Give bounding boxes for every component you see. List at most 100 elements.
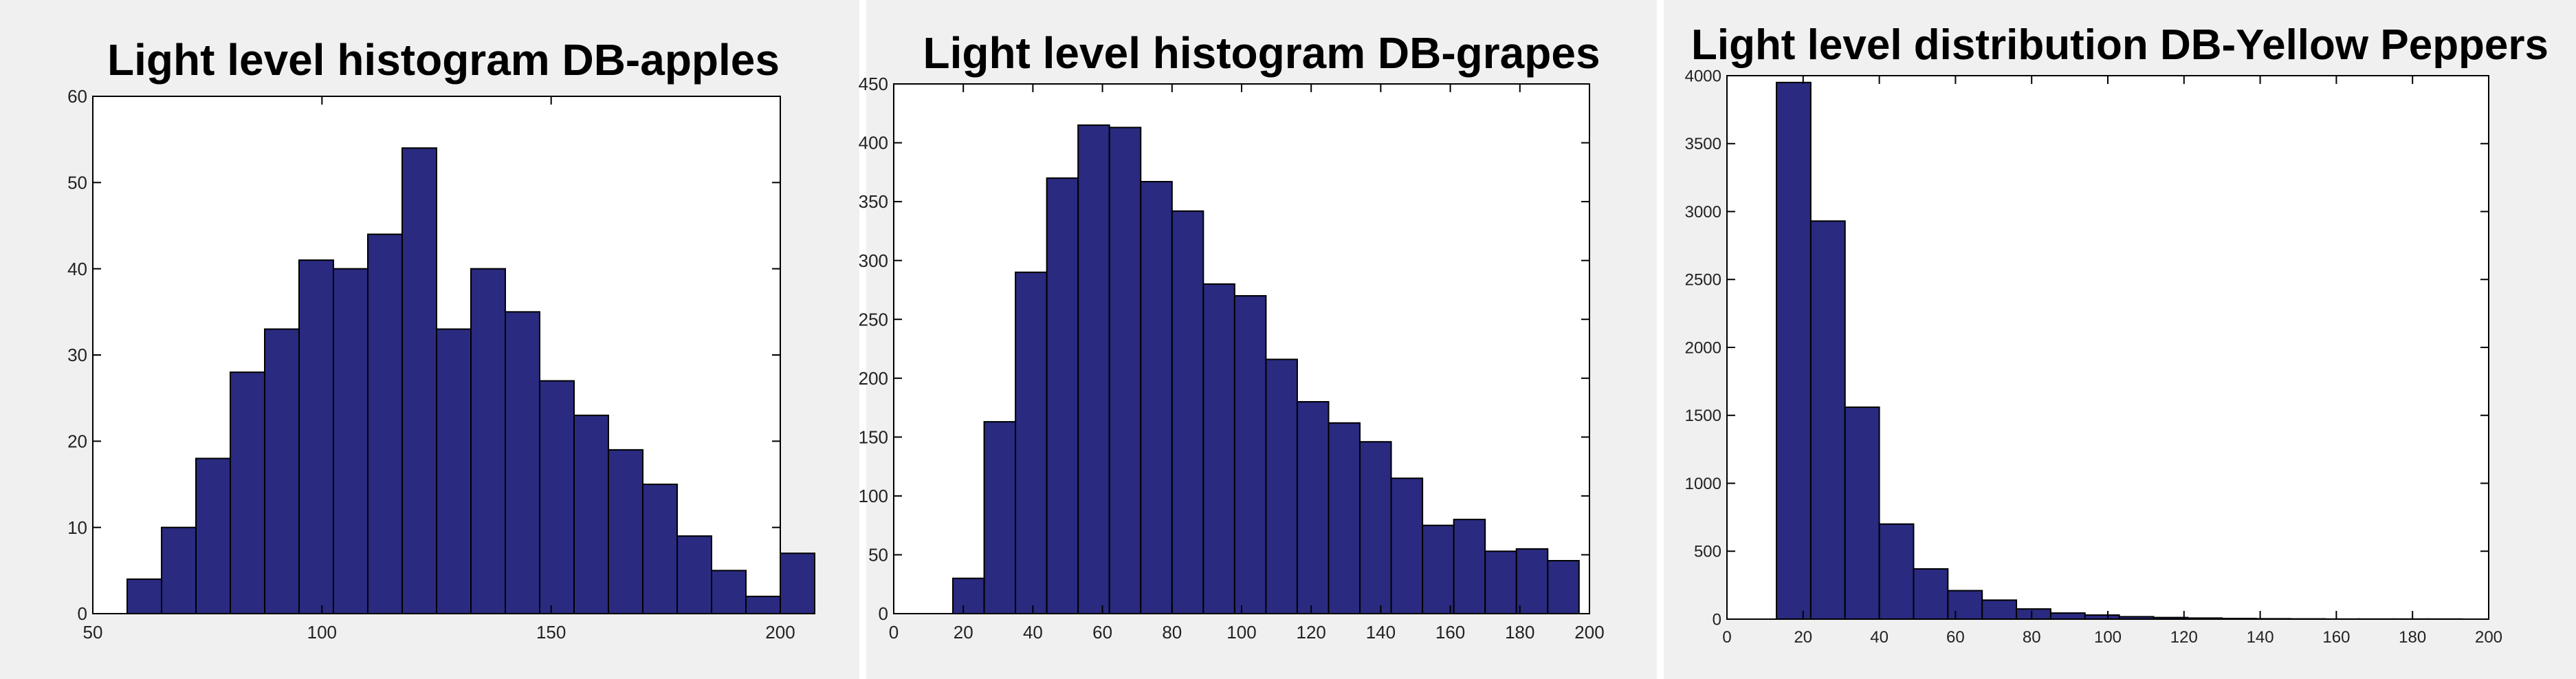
x-tick-label: 60 [1092,622,1112,643]
x-tick-label: 60 [1946,628,1965,647]
chart-panel-yellow-peppers: Light level distribution DB-Yellow Peppe… [1664,0,2576,679]
x-tick-label: 140 [1366,622,1396,643]
histogram-bar [1015,271,1048,614]
x-tick-label: 40 [1870,628,1889,647]
histogram-grapes: 0 20 40 60 80 100 120 140 160 180 200 0 50 100 150 200 2… [859,74,1605,643]
histogram-bar [505,311,540,614]
histogram-bar [1981,599,2018,620]
histogram-apples: 50 100 150 200 0 10 20 30 40 50 60 [67,86,815,643]
y-tick-label: 1500 [1685,407,1721,425]
x-tick-label: 150 [536,622,566,643]
histogram-bar [1046,177,1079,614]
histogram-bar [1328,422,1361,614]
histogram-bar [367,233,403,614]
y-tick-label: 40 [67,259,87,279]
histogram-bar [298,259,334,614]
x-tick-label: 200 [1574,622,1604,643]
y-tick-label: 250 [859,309,888,330]
y-tick-label: 20 [67,431,87,451]
histogram-bar [1233,295,1267,614]
histogram-bar [436,328,472,614]
x-tick-label: 40 [1023,622,1043,643]
histogram-bar [1390,477,1424,614]
histogram-bar [676,535,712,615]
histogram-bar [1359,441,1392,615]
histogram-bar [2016,608,2051,620]
x-tick-label: 80 [2023,628,2041,647]
histogram-bar [161,526,197,615]
x-tick-label: 100 [1226,622,1256,643]
histogram-bar [1484,550,1517,614]
y-tick-label: 300 [859,250,888,271]
panel-divider [1657,0,1664,679]
x-tick-label: 200 [2475,628,2502,647]
histogram-bar [1878,523,1915,620]
histogram-bar [1296,401,1330,614]
histogram-bar [1140,181,1173,614]
y-tick-label: 150 [859,427,888,447]
histogram-bar [608,449,643,614]
x-tick-label: 160 [1435,622,1465,643]
histogram-bar [952,577,985,615]
x-tick-label: 120 [1297,622,1326,643]
histogram-bar [642,484,678,614]
histogram-bar [230,371,265,614]
histogram-bar [573,414,609,614]
y-tick-label: 50 [67,172,87,193]
histogram-bar [195,457,231,615]
histogram-bar [1547,560,1580,614]
x-tick-label: 140 [2247,628,2274,647]
x-tick-label: 100 [307,622,337,643]
histogram-bar [1913,568,1949,620]
x-tick-label: 20 [954,622,973,643]
chart-panel-apples: Light level histogram DB-apples 50 100 150… [0,0,859,679]
histogram-bar [780,552,815,614]
y-tick-label: 400 [859,133,888,153]
y-tick-label: 100 [859,486,888,506]
panel-divider [859,0,866,679]
y-tick-label: 2000 [1685,338,1721,357]
histogram-bar [126,578,162,614]
y-tick-label: 0 [879,603,888,624]
chart-title-apples: Light level histogram DB-apples [107,35,780,85]
chart-title-yellow-peppers: Light level distribution DB-Yellow Peppe… [1691,21,2549,69]
histogram-bar [1202,283,1235,614]
histogram-bar [1077,124,1110,614]
x-tick-label: 100 [2094,628,2122,647]
x-tick-label: 0 [889,622,899,643]
y-tick-label: 450 [859,74,888,94]
histogram-bar [1844,406,1880,621]
y-tick-label: 30 [67,345,87,365]
x-tick-label: 160 [2322,628,2350,647]
histogram-bar [264,328,300,614]
histogram-bar [333,268,368,614]
histogram-bar [1265,358,1298,615]
x-tick-label: 50 [83,622,103,643]
x-tick-label: 180 [1505,622,1534,643]
histogram-bar [1809,220,1846,620]
y-tick-label: 50 [868,545,888,565]
x-tick-label: 80 [1162,622,1182,643]
x-tick-label: 180 [2399,628,2426,647]
histogram-bar [1515,548,1549,615]
y-tick-label: 0 [1713,610,1721,629]
histogram-bar [1453,519,1486,614]
x-tick-label: 200 [765,622,795,643]
histogram-bar [711,570,747,614]
y-tick-label: 350 [859,191,888,212]
histogram-bar [745,595,781,615]
chart-panel-grapes: Light level histogram DB-grapes 0 20 40 60 8… [859,0,1657,679]
histogram-bar [1108,127,1142,615]
y-tick-label: 60 [67,86,87,107]
histogram-bar [983,421,1017,614]
histogram-bar [1776,81,1812,620]
y-tick-label: 1000 [1685,475,1721,493]
histogram-bar [401,147,437,614]
y-tick-label: 0 [78,603,87,624]
histogram-bar [2049,612,2086,620]
x-tick-label: 120 [2170,628,2198,647]
x-tick-label: 0 [1722,628,1731,647]
y-tick-label: 10 [67,517,87,538]
histogram-bar [1171,210,1204,614]
histogram-bar [1422,524,1455,615]
